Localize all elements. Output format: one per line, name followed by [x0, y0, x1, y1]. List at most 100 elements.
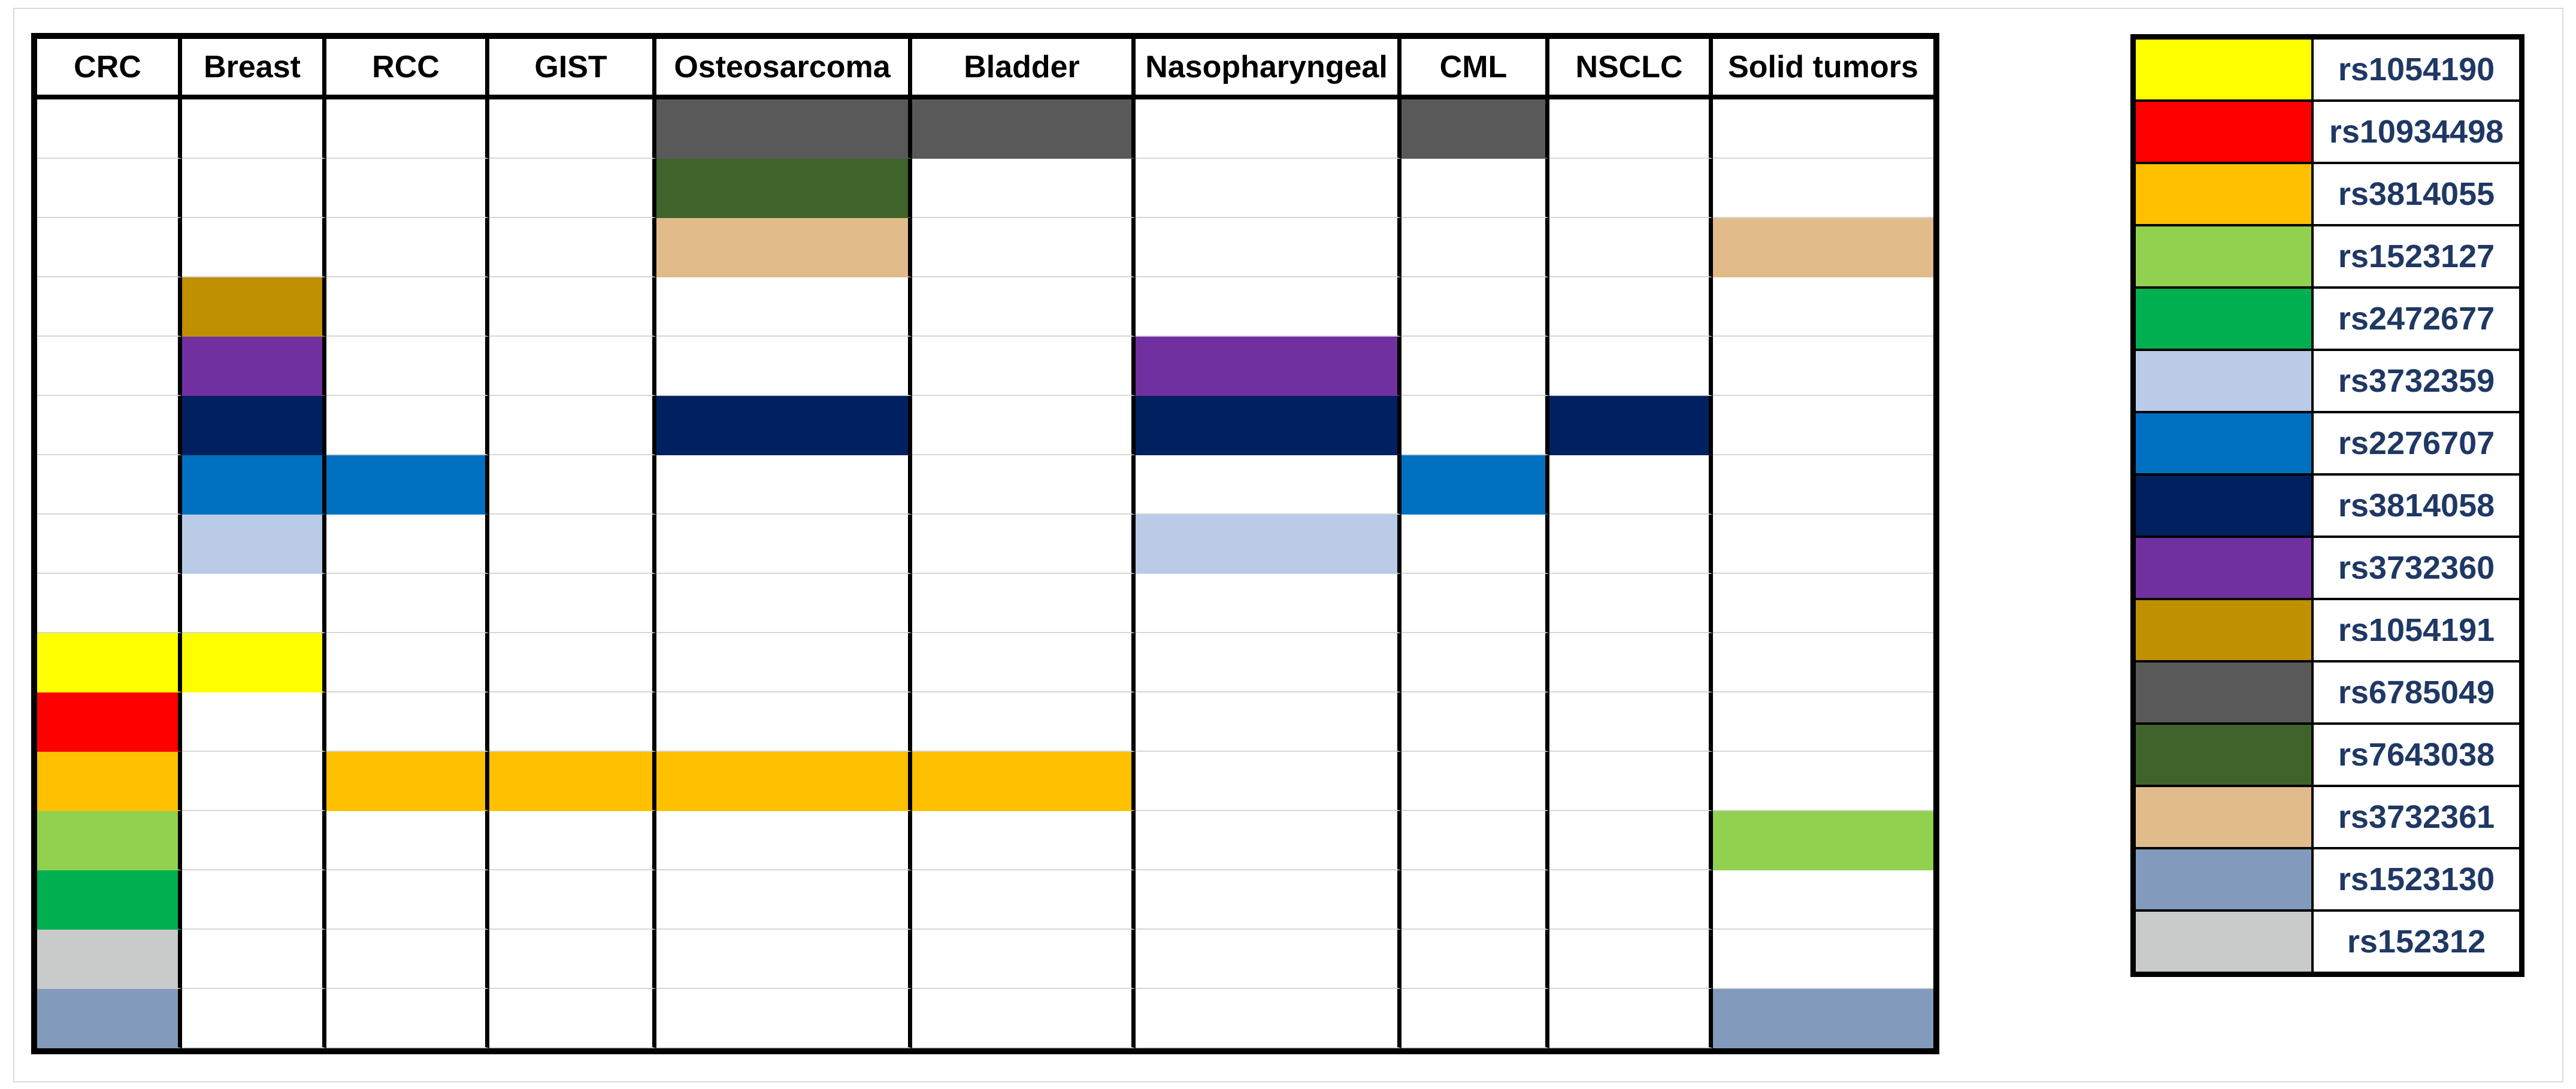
- matrix-cell: [489, 752, 656, 811]
- matrix-cell: [1549, 930, 1713, 989]
- matrix-cell: [1401, 692, 1549, 752]
- matrix-cell: [656, 870, 912, 930]
- legend-row: rs1523127: [2136, 226, 2519, 289]
- matrix-body: [37, 99, 1933, 1048]
- matrix-cell: [912, 99, 1136, 159]
- column-header-nsclc: NSCLC: [1549, 39, 1713, 99]
- matrix-cell: [1136, 277, 1401, 337]
- matrix-cell: [182, 930, 326, 989]
- matrix-cell: [1401, 811, 1549, 870]
- matrix-cell: [912, 752, 1136, 811]
- legend-row: rs10934498: [2136, 102, 2519, 164]
- matrix-cell: [656, 218, 912, 277]
- matrix-cell: [182, 870, 326, 930]
- matrix-cell: [37, 870, 182, 930]
- matrix-cell: [1136, 159, 1401, 218]
- legend-snp-label: rs2276707: [2338, 425, 2495, 461]
- matrix-cell: [326, 692, 489, 752]
- matrix-cell: [1713, 218, 1933, 277]
- matrix-cell: [1401, 159, 1549, 218]
- matrix-cell: [37, 633, 182, 692]
- matrix-cell: [656, 159, 912, 218]
- matrix-cell: [1549, 218, 1713, 277]
- matrix-cell: [656, 930, 912, 989]
- matrix-cell: [1136, 930, 1401, 989]
- column-header-gist: GIST: [489, 39, 656, 99]
- legend-row: rs3732360: [2136, 538, 2519, 600]
- matrix-cell: [1136, 811, 1401, 870]
- matrix-cell: [912, 870, 1136, 930]
- matrix-cell: [1713, 337, 1933, 396]
- matrix-cell: [1713, 633, 1933, 692]
- matrix-cell: [912, 159, 1136, 218]
- legend-snp-label: rs3732361: [2338, 799, 2495, 835]
- matrix-cell: [656, 99, 912, 159]
- column-header-nasopharyngeal: Nasopharyngeal: [1136, 39, 1401, 99]
- matrix-cell: [1401, 396, 1549, 455]
- matrix-cell: [182, 396, 326, 455]
- matrix-cell: [37, 930, 182, 989]
- matrix-cell: [1136, 337, 1401, 396]
- matrix-cell: [182, 692, 326, 752]
- legend-snp-label: rs6785049: [2338, 674, 2495, 710]
- matrix-cell: [182, 989, 326, 1048]
- matrix-cell: [656, 574, 912, 633]
- matrix-cell: [656, 633, 912, 692]
- matrix-cell: [1401, 277, 1549, 337]
- matrix-cell: [1549, 633, 1713, 692]
- matrix-cell: [912, 574, 1136, 633]
- matrix-cell: [1401, 930, 1549, 989]
- matrix-cell: [912, 337, 1136, 396]
- matrix-cell: [1401, 455, 1549, 515]
- legend-snp-label: rs3732360: [2338, 550, 2495, 586]
- legend-row: rs1054190: [2136, 40, 2519, 102]
- matrix-cell: [1136, 870, 1401, 930]
- legend-color-swatch: [2136, 725, 2314, 785]
- matrix-cell: [912, 930, 1136, 989]
- matrix-cell: [1136, 99, 1401, 159]
- matrix-cell: [489, 870, 656, 930]
- snp-tumor-matrix: CRC Breast RCC GIST Osteosarcoma Bladder Nasop…: [31, 33, 1939, 1054]
- matrix-cell: [1549, 277, 1713, 337]
- matrix-cell: [326, 99, 489, 159]
- matrix-cell: [1713, 574, 1933, 633]
- matrix-cell: [1549, 159, 1713, 218]
- matrix-cell: [489, 633, 656, 692]
- column-header-solid-tumors: Solid tumors: [1713, 39, 1933, 99]
- matrix-cell: [326, 870, 489, 930]
- matrix-cell: [1713, 159, 1933, 218]
- matrix-cell: [326, 574, 489, 633]
- matrix-cell: [1549, 337, 1713, 396]
- matrix-cell: [656, 989, 912, 1048]
- matrix-cell: [656, 277, 912, 337]
- column-header-rcc: RCC: [326, 39, 489, 99]
- matrix-cell: [912, 515, 1136, 574]
- matrix-cell: [37, 811, 182, 870]
- legend-row: rs3814058: [2136, 476, 2519, 538]
- matrix-cell: [1549, 692, 1713, 752]
- matrix-cell: [912, 277, 1136, 337]
- matrix-cell: [326, 455, 489, 515]
- matrix-cell: [326, 218, 489, 277]
- matrix-cell: [37, 574, 182, 633]
- column-header-osteosarcoma: Osteosarcoma: [656, 39, 912, 99]
- legend-snp-label: rs10934498: [2329, 114, 2504, 150]
- matrix-cell: [489, 218, 656, 277]
- matrix-cell: [182, 218, 326, 277]
- matrix-cell: [182, 455, 326, 515]
- legend-snp-label: rs152312: [2347, 924, 2486, 960]
- matrix-cell: [182, 277, 326, 337]
- legend-color-swatch: [2136, 600, 2314, 660]
- legend-row: rs152312: [2136, 912, 2519, 972]
- matrix-cell: [37, 455, 182, 515]
- matrix-cell: [1549, 752, 1713, 811]
- legend-snp-label: rs1054190: [2338, 52, 2495, 87]
- matrix-cell: [912, 811, 1136, 870]
- matrix-cell: [1136, 455, 1401, 515]
- matrix-cell: [1713, 752, 1933, 811]
- matrix-cell: [1713, 396, 1933, 455]
- matrix-cell: [656, 692, 912, 752]
- matrix-cell: [656, 396, 912, 455]
- matrix-cell: [489, 692, 656, 752]
- matrix-cell: [912, 633, 1136, 692]
